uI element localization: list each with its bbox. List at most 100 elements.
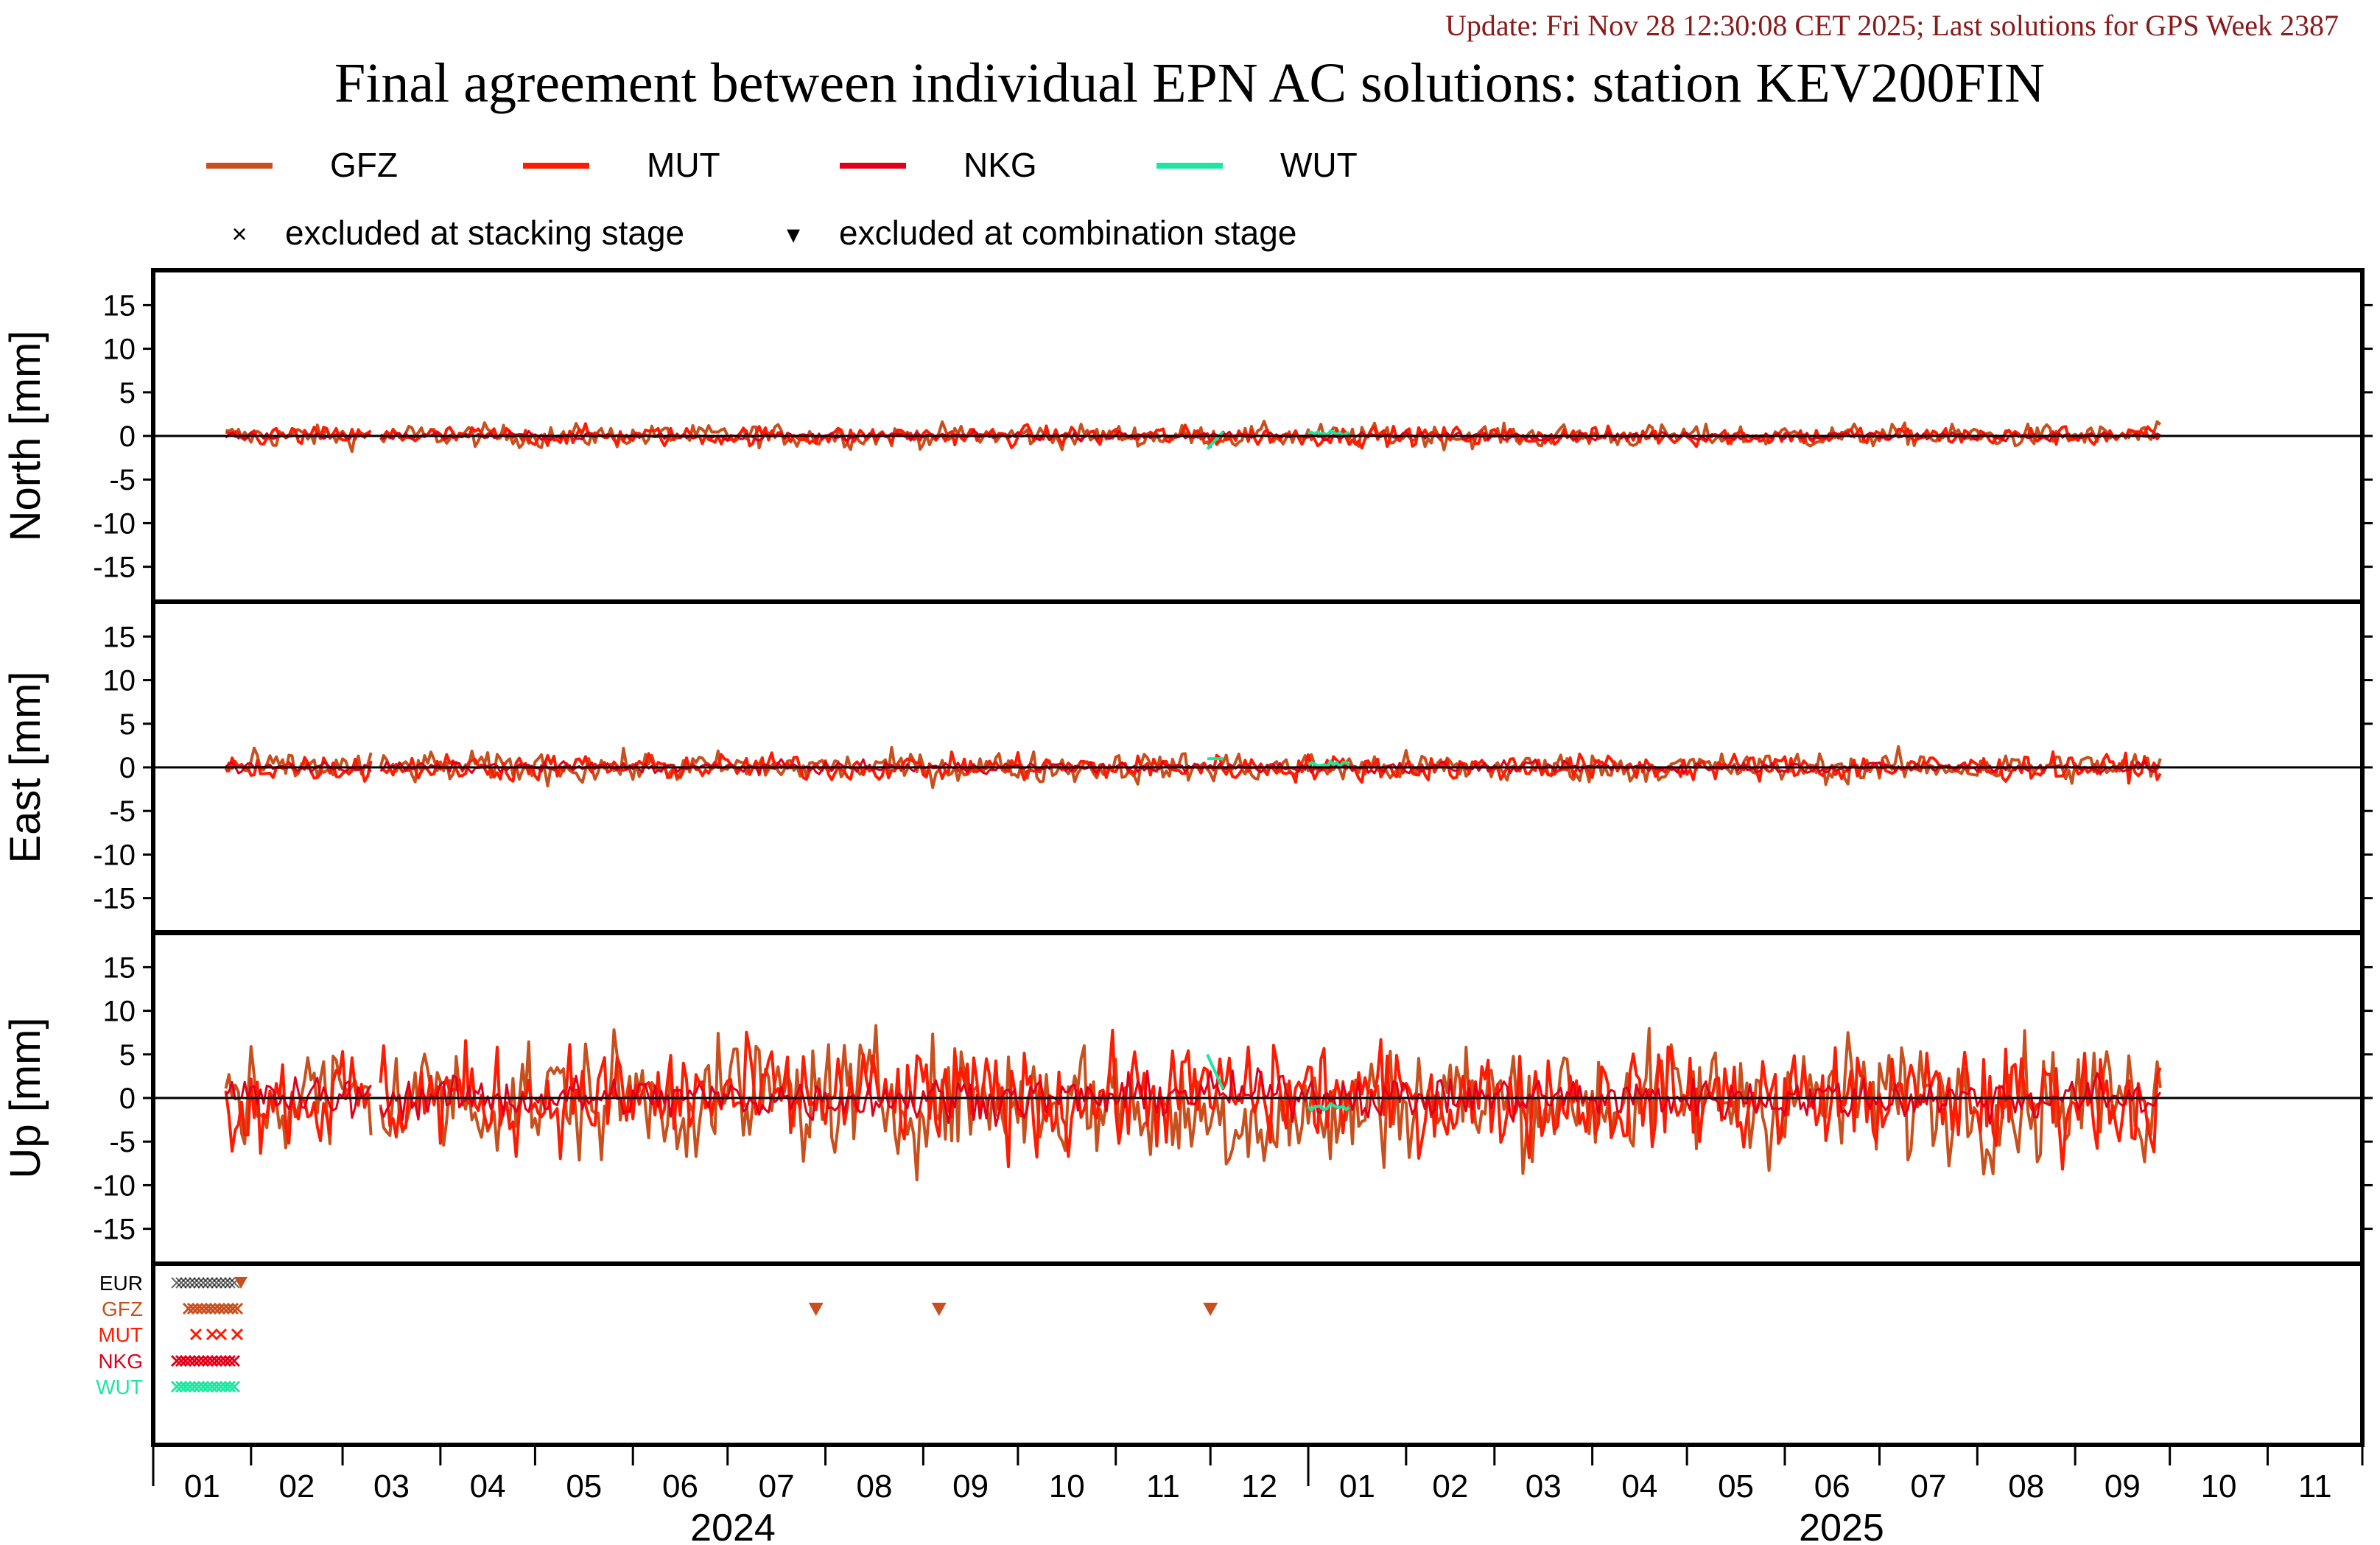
legend-label-gfz: GFZ bbox=[330, 146, 398, 184]
x-year-label: 2025 bbox=[1799, 1507, 1884, 1545]
stacking-exclusion-marker bbox=[231, 1328, 244, 1341]
stacking-exclusion-marker bbox=[204, 1302, 217, 1315]
x-tick-label: 07 bbox=[759, 1468, 795, 1504]
x-tick-label: 08 bbox=[2008, 1468, 2044, 1504]
combination-exclusion-marker bbox=[1203, 1303, 1218, 1316]
stacking-exclusion-marker bbox=[219, 1380, 232, 1393]
legend-label-nkg: NKG bbox=[963, 146, 1037, 184]
x-tick-label: 07 bbox=[1910, 1468, 1946, 1504]
x-tick-label: 05 bbox=[1718, 1468, 1754, 1504]
y-axis-label: East [mm] bbox=[1, 671, 49, 863]
legend: GFZ MUT NKG WUT × excluded at stacking stage ▾… bbox=[206, 146, 1358, 252]
stacking-exclusion-marker bbox=[210, 1354, 223, 1368]
stacking-exclusion-marker bbox=[215, 1277, 227, 1289]
y-tick-label: -5 bbox=[109, 795, 136, 828]
x-tick-label: 01 bbox=[1339, 1468, 1375, 1504]
y-tick-label: -10 bbox=[93, 1169, 136, 1202]
x-tick-label: 12 bbox=[1241, 1468, 1277, 1504]
exclusion-row-label-nkg: NKG bbox=[98, 1350, 143, 1373]
x-tick-label: 03 bbox=[1526, 1468, 1562, 1504]
stacking-exclusion-marker bbox=[208, 1302, 222, 1315]
combination-exclusion-marker bbox=[234, 1277, 248, 1289]
x-tick-label: 09 bbox=[952, 1468, 989, 1504]
stacking-exclusion-marker bbox=[197, 1354, 210, 1368]
stacking-exclusion-marker bbox=[197, 1277, 209, 1289]
series-line-wut bbox=[1206, 1053, 1225, 1091]
combination-exclusion-marker bbox=[931, 1303, 947, 1316]
stacking-exclusion-marker bbox=[200, 1302, 213, 1315]
exclusion-row-label-gfz: GFZ bbox=[102, 1298, 143, 1320]
stacking-exclusion-marker bbox=[195, 1302, 208, 1315]
series-line-nkg bbox=[379, 1067, 2162, 1127]
stacking-exclusion-marker bbox=[220, 1277, 231, 1289]
panel-east: 15 10 5 0 -5 -10 -15 East [mm] bbox=[1, 599, 2373, 935]
y-tick-label: 0 bbox=[119, 420, 136, 453]
stacking-exclusion-marker bbox=[192, 1380, 206, 1393]
y-tick-label: -15 bbox=[93, 883, 136, 915]
stacking-exclusion-marker bbox=[189, 1328, 203, 1341]
y-tick-label: 15 bbox=[103, 951, 136, 984]
x-year-label: 2024 bbox=[690, 1507, 776, 1545]
stacking-exclusion-marker bbox=[213, 1302, 226, 1315]
stacking-exclusion-marker bbox=[217, 1302, 231, 1315]
stacking-exclusion-marker bbox=[180, 1277, 192, 1289]
y-tick-label: 15 bbox=[103, 621, 136, 653]
y-tick-label: -15 bbox=[93, 552, 136, 584]
stacking-exclusion-marker bbox=[222, 1302, 235, 1315]
y-tick-label: -5 bbox=[109, 1126, 136, 1158]
x-tick-label: 11 bbox=[1146, 1468, 1180, 1504]
chart-title: Final agreement between individual EPN A… bbox=[334, 52, 2045, 114]
y-tick-label: 10 bbox=[103, 665, 136, 697]
x-tick-label: 06 bbox=[662, 1468, 698, 1504]
stacking-exclusion-marker bbox=[214, 1328, 228, 1341]
stacking-exclusion-marker bbox=[223, 1380, 236, 1393]
combination-exclusion-marker bbox=[808, 1303, 824, 1316]
y-tick-label: -10 bbox=[93, 839, 136, 871]
x-axis: 01 02 03 04 05 06 07 08 09 10 11 12 01 02 03 04 05 06 07 08… bbox=[152, 1445, 2364, 1545]
series-line-wut bbox=[1206, 430, 1224, 451]
stacking-exclusion-marker bbox=[206, 1328, 219, 1341]
stacking-exclusion-marker bbox=[186, 1302, 200, 1315]
stacking-exclusion-marker bbox=[210, 1380, 223, 1393]
exclusion-row-label-mut: MUT bbox=[98, 1323, 143, 1346]
x-tick-label: 10 bbox=[2201, 1468, 2237, 1504]
stacking-exclusion-marker bbox=[170, 1380, 183, 1393]
exclusion-frame bbox=[151, 1261, 2365, 1447]
series-line-wut bbox=[1307, 1102, 1350, 1113]
y-tick-label: -10 bbox=[93, 507, 136, 540]
stacking-exclusion-marker bbox=[228, 1354, 241, 1368]
stacking-exclusion-marker bbox=[231, 1302, 244, 1315]
stacking-exclusion-marker bbox=[193, 1277, 205, 1289]
stacking-exclusion-marker bbox=[206, 1354, 219, 1368]
series-line-mut bbox=[379, 1029, 2162, 1171]
stacking-exclusion-marker bbox=[201, 1380, 214, 1393]
x-tick-label: 08 bbox=[856, 1468, 892, 1504]
x-tick-label: 02 bbox=[278, 1468, 315, 1504]
y-tick-label: 0 bbox=[119, 752, 136, 784]
stacking-exclusion-marker bbox=[188, 1354, 201, 1368]
y-tick-label: 0 bbox=[119, 1083, 136, 1115]
y-axis-label: Up [mm] bbox=[1, 1017, 49, 1178]
marker-label-combination: excluded at combination stage bbox=[839, 214, 1296, 252]
y-tick-label: 5 bbox=[119, 708, 136, 741]
stacking-exclusion-marker bbox=[175, 1354, 188, 1368]
stacking-exclusion-marker bbox=[170, 1354, 183, 1368]
series-line-nkg bbox=[225, 1076, 372, 1119]
x-tick-label: 01 bbox=[184, 1468, 220, 1504]
series-line-nkg bbox=[225, 761, 372, 775]
stacking-exclusion-marker bbox=[214, 1354, 228, 1368]
triangle-marker-icon: ▾ bbox=[787, 219, 800, 249]
series-line-mut bbox=[379, 750, 2162, 785]
panel-up: 15 10 5 0 -5 -10 -15 Up [mm] bbox=[1, 930, 2373, 1266]
stacking-exclusion-marker bbox=[189, 1277, 200, 1289]
stacking-exclusion-marker bbox=[197, 1380, 210, 1393]
x-tick-label: 04 bbox=[1621, 1468, 1657, 1504]
x-tick-label: 10 bbox=[1049, 1468, 1085, 1504]
exclusion-row-label-wut: WUT bbox=[96, 1376, 143, 1398]
x-tick-label: 06 bbox=[1814, 1468, 1850, 1504]
series-line-wut bbox=[1307, 759, 1351, 769]
stacking-exclusion-marker bbox=[171, 1277, 183, 1289]
x-tick-label: 04 bbox=[470, 1468, 506, 1504]
y-tick-label: 10 bbox=[103, 334, 136, 366]
stacking-exclusion-marker bbox=[191, 1302, 204, 1315]
